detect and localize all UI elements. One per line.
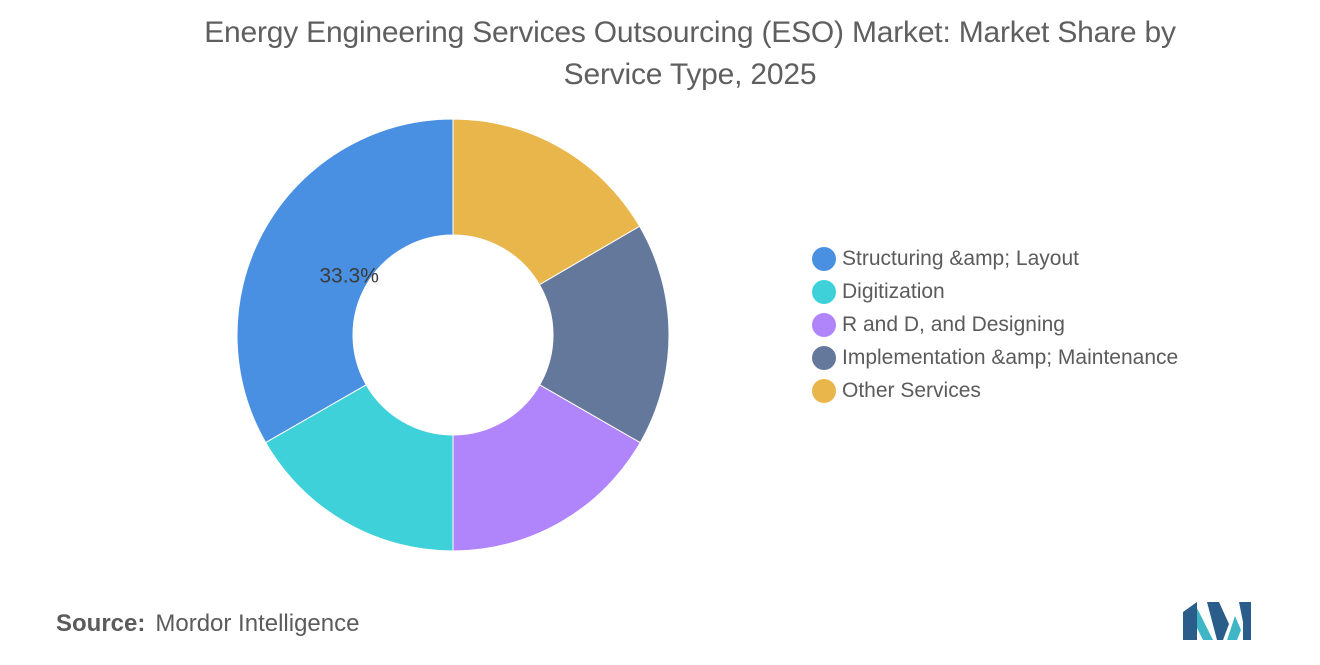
legend-item-1: Structuring &amp; Layout	[812, 242, 1232, 275]
chart-legend: Structuring &amp; Layout Digitization R an…	[812, 242, 1232, 407]
legend-swatch-1	[812, 246, 836, 271]
legend-swatch-2	[812, 279, 836, 304]
legend-label-5: Other Services	[842, 378, 981, 402]
source-label: Source:	[56, 610, 146, 637]
legend-label-4: Implementation &amp; Maintenance	[842, 345, 1179, 369]
donut-slice-1	[236, 118, 454, 444]
chart-title: Energy Engineering Services Outsourcing …	[120, 12, 1260, 96]
donut-slice-2	[265, 384, 454, 552]
legend-swatch-5	[812, 378, 836, 403]
legend-item-4: Implementation &amp; Maintenance	[812, 341, 1232, 374]
logo-shape-left	[1183, 602, 1197, 640]
chart-title-line-2: Service Type, 2025	[563, 58, 817, 91]
donut-slice-4	[538, 225, 670, 444]
source-text: Mordor Intelligence	[155, 610, 360, 637]
legend-label-2: Digitization	[842, 279, 945, 303]
donut-slice-3	[452, 384, 641, 552]
legend-item-2: Digitization	[812, 275, 1232, 308]
logo-shape-left-diagonal	[1197, 608, 1213, 640]
legend-item-3: R and D, and Designing	[812, 308, 1232, 341]
logo-shape-right-diagonal	[1227, 616, 1241, 640]
legend-swatch-3	[812, 312, 836, 337]
chart-title-line-1: Energy Engineering Services Outsourcing …	[204, 16, 1176, 49]
donut-chart: 33.3%	[236, 118, 670, 552]
data-label-1: 33.3%	[319, 264, 379, 287]
donut-slice-5	[452, 118, 641, 286]
source-note: Source: Mordor Intelligence	[56, 610, 359, 638]
legend-label-1: Structuring &amp; Layout	[842, 246, 1079, 270]
legend-swatch-4	[812, 345, 836, 370]
legend-label-3: R and D, and Designing	[842, 312, 1065, 336]
mordor-intelligence-logo-icon	[1183, 602, 1251, 640]
logo-shape-right	[1239, 602, 1251, 640]
legend-item-5: Other Services	[812, 374, 1232, 407]
logo-shape-middle	[1207, 602, 1229, 640]
